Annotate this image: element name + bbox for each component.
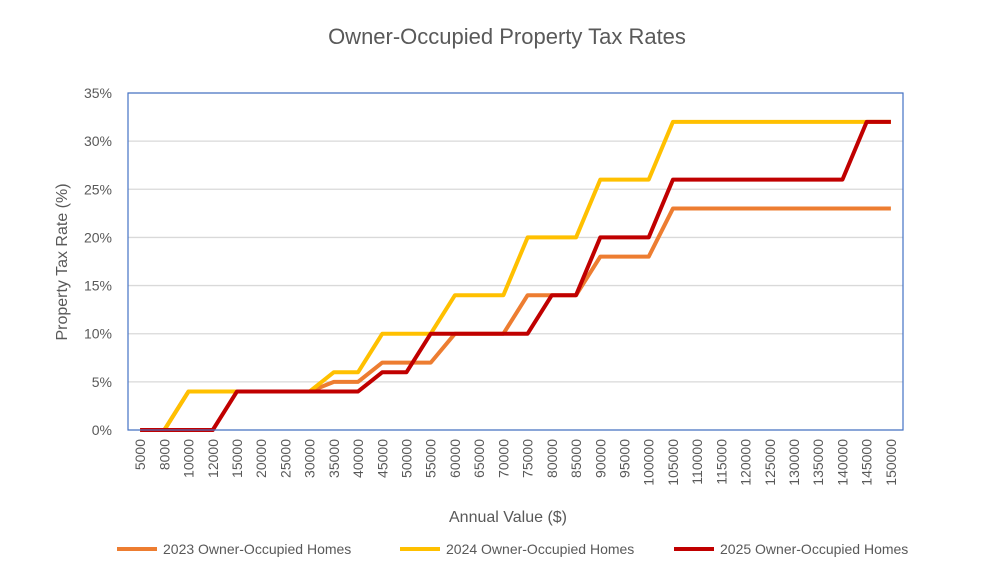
x-tick-label: 95000 (616, 439, 632, 478)
y-tick-label: 20% (84, 229, 112, 245)
y-tick-label: 15% (84, 278, 112, 294)
x-tick-label: 12000 (205, 439, 221, 478)
x-tick-label: 120000 (738, 439, 754, 486)
legend-entry: 2025 Owner-Occupied Homes (720, 541, 908, 557)
x-tick-label: 70000 (495, 439, 511, 478)
legend-entry: 2024 Owner-Occupied Homes (446, 541, 634, 557)
x-tick-label: 115000 (713, 439, 729, 485)
legend-entry: 2023 Owner-Occupied Homes (163, 541, 351, 557)
x-tick-label: 40000 (350, 439, 366, 478)
x-tick-label: 25000 (277, 439, 293, 478)
x-tick-label: 90000 (592, 439, 608, 478)
x-tick-label: 100000 (641, 439, 657, 486)
x-tick-label: 135000 (810, 439, 826, 486)
series-line-2025 (140, 119, 891, 432)
x-tick-label: 80000 (544, 439, 560, 478)
y-tick-label: 10% (84, 326, 112, 342)
x-tick-label: 85000 (568, 439, 584, 478)
x-tick-label: 110000 (689, 439, 705, 485)
x-tick-label: 55000 (423, 439, 439, 478)
x-tick-label: 130000 (786, 439, 802, 486)
x-tick-label: 145000 (859, 439, 875, 486)
x-tick-label: 60000 (447, 439, 463, 478)
y-tick-label: 35% (84, 85, 112, 101)
x-tick-label: 45000 (374, 439, 390, 478)
series-line-2023 (140, 206, 891, 432)
y-tick-label: 0% (92, 422, 112, 438)
x-tick-label: 8000 (156, 439, 172, 470)
chart-title: Owner-Occupied Property Tax Rates (328, 24, 686, 49)
plot-area-border (127, 92, 904, 431)
series-line-2024 (140, 119, 891, 432)
x-tick-label: 20000 (253, 439, 269, 478)
y-tick-label: 5% (92, 374, 112, 390)
x-tick-label: 35000 (326, 439, 342, 478)
x-axis-label: Annual Value ($) (449, 509, 567, 526)
x-tick-label: 75000 (520, 439, 536, 478)
y-tick-label: 25% (84, 181, 112, 197)
x-tick-label: 5000 (132, 439, 148, 470)
x-tick-label: 50000 (399, 439, 415, 478)
y-tick-label: 30% (84, 133, 112, 149)
x-tick-label: 140000 (834, 439, 850, 486)
x-tick-label: 30000 (302, 439, 318, 478)
x-tick-label: 10000 (181, 439, 197, 478)
x-tick-label: 125000 (762, 439, 778, 486)
x-tick-label: 105000 (665, 439, 681, 486)
y-axis-label: Property Tax Rate (%) (54, 183, 71, 340)
x-tick-label: 15000 (229, 439, 245, 478)
x-tick-label: 150000 (883, 439, 899, 486)
x-tick-label: 65000 (471, 439, 487, 478)
